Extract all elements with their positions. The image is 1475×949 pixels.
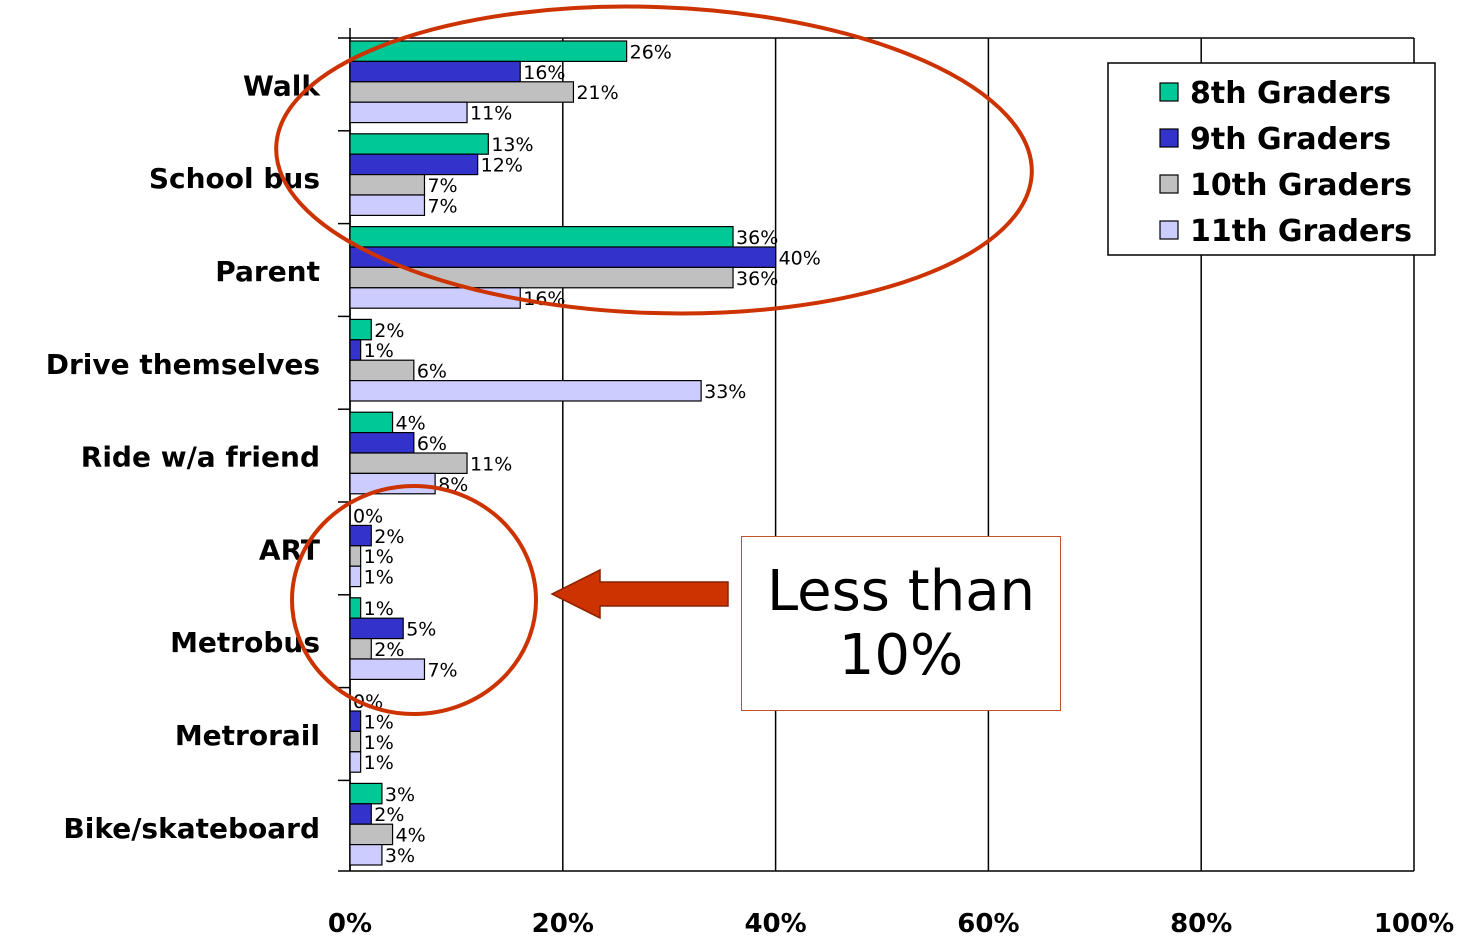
- data-label-8th-graders-metrobus: 1%: [364, 598, 394, 620]
- category-label-metrorail: Metrorail: [175, 719, 320, 752]
- bar-8th-graders-drive-themselves: [349, 318, 372, 341]
- bar-8th-graders-parent: [349, 226, 734, 248]
- bar-11th-graders-parent: [349, 287, 521, 309]
- highlight-layer: [274, 4, 1034, 716]
- data-label-11th-graders-art: 1%: [364, 567, 394, 589]
- data-label-8th-graders-walk: 26%: [630, 41, 672, 63]
- bar-10th-graders-drive-themselves: [349, 359, 415, 382]
- data-label-11th-graders-bike-skateboard: 3%: [385, 845, 415, 867]
- bar-9th-graders-art: [349, 524, 372, 547]
- data-label-9th-graders-drive-themselves: 1%: [364, 340, 394, 362]
- data-label-11th-graders-drive-themselves: 33%: [704, 381, 746, 403]
- bar-9th-graders-bike-skateboard: [349, 803, 372, 825]
- bar-10th-graders-art: [349, 545, 362, 567]
- data-label-8th-graders-parent: 36%: [736, 227, 778, 249]
- legend-swatch-8th-graders: [1159, 82, 1179, 102]
- x-tick-label: 40%: [744, 909, 806, 939]
- bar-8th-graders-ride-w-a-friend: [349, 411, 394, 434]
- data-label-8th-graders-ride-w-a-friend: 4%: [396, 413, 426, 435]
- data-label-8th-graders-drive-themselves: 2%: [374, 320, 404, 342]
- bar-9th-graders-metrobus: [349, 617, 404, 640]
- data-label-9th-graders-ride-w-a-friend: 6%: [417, 433, 447, 455]
- data-label-9th-graders-school-bus: 12%: [481, 155, 523, 177]
- x-tick-label: 0%: [328, 909, 372, 939]
- legend-label-10th-graders: 10th Graders: [1190, 168, 1412, 203]
- bar-9th-graders-parent: [349, 246, 777, 268]
- data-label-10th-graders-ride-w-a-friend: 11%: [470, 453, 512, 475]
- bar-11th-graders-drive-themselves: [349, 380, 702, 402]
- legend-label-11th-graders: 11th Graders: [1190, 214, 1412, 249]
- data-label-9th-graders-metrorail: 1%: [364, 711, 394, 733]
- x-tick-label: 80%: [1170, 909, 1232, 939]
- data-label-11th-graders-walk: 11%: [470, 103, 512, 125]
- category-label-drive-themselves: Drive themselves: [46, 348, 320, 381]
- bar-11th-graders-ride-w-a-friend: [349, 472, 436, 495]
- data-label-9th-graders-art: 2%: [374, 526, 404, 548]
- labels-layer: 26%16%21%11%13%12%7%7%36%40%36%16%2%1%6%…: [353, 41, 821, 867]
- category-label-bike-skateboard: Bike/skateboard: [63, 812, 320, 845]
- bar-9th-graders-drive-themselves: [349, 339, 362, 361]
- category-label-ride-w-a-friend: Ride w/a friend: [81, 441, 320, 474]
- bar-9th-graders-metrorail: [349, 710, 362, 732]
- data-label-10th-graders-school-bus: 7%: [427, 175, 457, 197]
- data-label-10th-graders-metrobus: 2%: [374, 639, 404, 661]
- data-label-9th-graders-metrobus: 5%: [406, 619, 436, 641]
- data-label-9th-graders-parent: 40%: [779, 247, 821, 269]
- legend-swatch-9th-graders: [1159, 128, 1179, 148]
- legend-swatch-10th-graders: [1159, 174, 1179, 194]
- data-label-10th-graders-bike-skateboard: 4%: [396, 825, 426, 847]
- bar-10th-graders-metrorail: [349, 730, 362, 753]
- bar-9th-graders-ride-w-a-friend: [349, 432, 415, 454]
- bar-11th-graders-walk: [349, 101, 468, 124]
- callout-box: Less than 10%: [741, 536, 1061, 711]
- bar-10th-graders-school-bus: [349, 174, 426, 196]
- data-label-9th-graders-bike-skateboard: 2%: [374, 804, 404, 826]
- data-label-11th-graders-school-bus: 7%: [427, 195, 457, 217]
- bar-9th-graders-school-bus: [349, 153, 479, 176]
- bar-10th-graders-walk: [349, 81, 575, 103]
- data-label-10th-graders-parent: 36%: [736, 268, 778, 290]
- data-label-9th-graders-walk: 16%: [523, 62, 565, 84]
- category-label-parent: Parent: [215, 255, 320, 288]
- callout-text: Less than 10%: [766, 558, 1036, 688]
- bar-11th-graders-art: [349, 565, 362, 588]
- data-label-10th-graders-metrorail: 1%: [364, 732, 394, 754]
- bar-10th-graders-ride-w-a-friend: [349, 452, 468, 474]
- legend-swatch-11th-graders: [1159, 220, 1179, 240]
- bars-layer: [349, 40, 777, 866]
- legend: 8th Graders 9th Graders 10th Graders 11th G…: [1107, 62, 1436, 256]
- highlight-ellipse-bottom: [290, 484, 538, 716]
- bar-10th-graders-bike-skateboard: [349, 823, 394, 846]
- highlight-ellipse-top: [274, 4, 1034, 316]
- data-label-8th-graders-art: 0%: [353, 505, 383, 527]
- x-tick-label: 60%: [957, 909, 1019, 939]
- data-label-10th-graders-walk: 21%: [576, 82, 618, 104]
- legend-label-8th-graders: 8th Graders: [1190, 76, 1391, 111]
- bar-11th-graders-bike-skateboard: [349, 843, 383, 866]
- bar-11th-graders-school-bus: [349, 194, 426, 216]
- data-label-8th-graders-bike-skateboard: 3%: [385, 784, 415, 806]
- data-label-8th-graders-school-bus: 13%: [491, 134, 533, 156]
- x-tick-label: 20%: [532, 909, 594, 939]
- bar-11th-graders-metrobus: [349, 658, 426, 680]
- x-tick-label: 100%: [1374, 909, 1454, 939]
- bar-8th-graders-bike-skateboard: [349, 782, 383, 805]
- bar-8th-graders-metrobus: [349, 597, 362, 619]
- legend-label-9th-graders: 9th Graders: [1190, 122, 1391, 157]
- bar-8th-graders-school-bus: [349, 133, 489, 155]
- data-label-11th-graders-metrorail: 1%: [364, 752, 394, 774]
- data-label-10th-graders-art: 1%: [364, 546, 394, 568]
- bar-10th-graders-metrobus: [349, 637, 372, 660]
- category-label-school-bus: School bus: [149, 162, 320, 195]
- bar-11th-graders-metrorail: [349, 751, 362, 773]
- bar-9th-graders-walk: [349, 60, 521, 83]
- left-arrow-icon: [550, 568, 729, 620]
- data-label-11th-graders-metrobus: 7%: [427, 659, 457, 681]
- data-label-10th-graders-drive-themselves: 6%: [417, 361, 447, 383]
